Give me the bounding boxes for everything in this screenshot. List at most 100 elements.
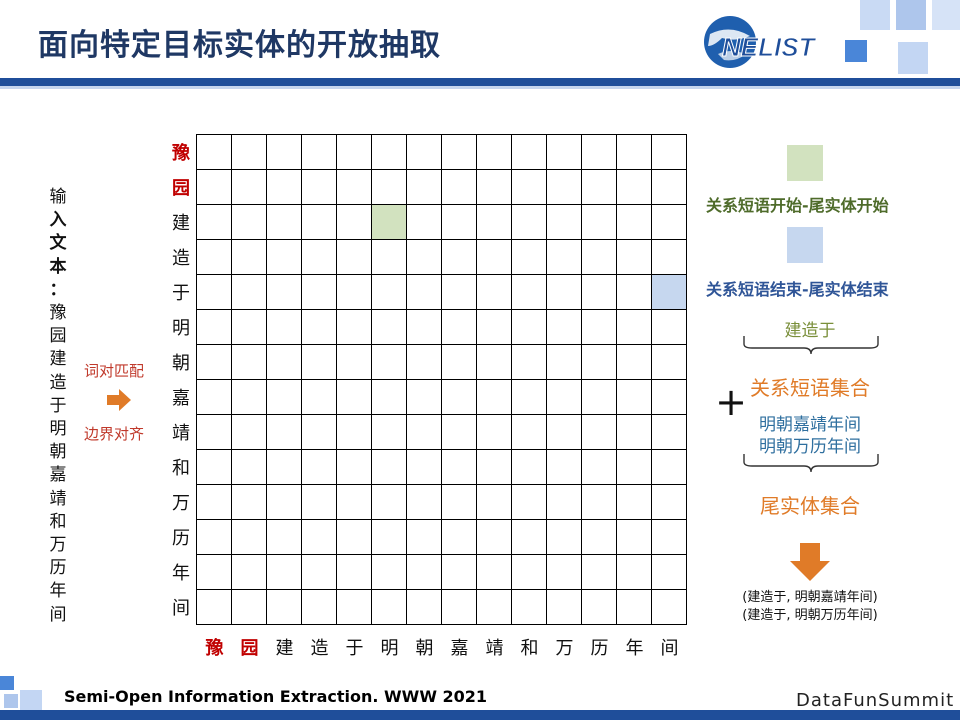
input-text-char: 豫 bbox=[49, 303, 67, 324]
grid-cell bbox=[512, 555, 547, 590]
grid-cell bbox=[477, 240, 512, 275]
grid-cell bbox=[407, 590, 442, 625]
grid-cell bbox=[477, 380, 512, 415]
row-token-label: 园 bbox=[172, 177, 190, 199]
grid-cell bbox=[512, 485, 547, 520]
grid-cell bbox=[617, 345, 652, 380]
grid-cell bbox=[547, 380, 582, 415]
brand-watermark: DataFunSummit bbox=[796, 690, 955, 711]
grid-cell bbox=[582, 345, 617, 380]
grid-cell bbox=[232, 450, 267, 485]
grid-cell bbox=[442, 450, 477, 485]
grid-cell bbox=[197, 135, 232, 170]
col-token-label: 园 bbox=[240, 638, 259, 659]
input-text-char: ： bbox=[49, 279, 67, 300]
decor-square bbox=[20, 690, 42, 710]
input-text-char: 和 bbox=[49, 511, 67, 532]
grid-cell bbox=[407, 345, 442, 380]
grid-cell bbox=[547, 450, 582, 485]
row-token-label: 嘉 bbox=[172, 387, 190, 409]
grid-cell bbox=[442, 240, 477, 275]
grid-cell bbox=[197, 450, 232, 485]
grid-cell bbox=[547, 205, 582, 240]
right-arrow-icon bbox=[107, 389, 131, 411]
grid-cell bbox=[582, 485, 617, 520]
grid-cell bbox=[617, 590, 652, 625]
tail-entity-1: 明朝嘉靖年间 bbox=[759, 415, 861, 435]
decor-square bbox=[4, 694, 18, 708]
input-text-char: 年 bbox=[49, 581, 67, 602]
input-text-char: 输 bbox=[49, 187, 67, 207]
col-token-label: 朝 bbox=[415, 638, 434, 659]
grid-cell bbox=[267, 415, 302, 450]
grid-cell bbox=[232, 520, 267, 555]
col-token-label: 造 bbox=[310, 638, 329, 659]
relation-set-label: 关系短语集合 bbox=[750, 376, 870, 400]
grid-cell bbox=[267, 555, 302, 590]
grid-cell bbox=[547, 170, 582, 205]
grid-cell bbox=[197, 555, 232, 590]
grid-cell bbox=[547, 520, 582, 555]
grid-cell bbox=[617, 485, 652, 520]
grid-cell bbox=[442, 415, 477, 450]
grid-cell bbox=[302, 345, 337, 380]
row-token-label: 建 bbox=[172, 212, 190, 234]
down-arrow-icon bbox=[790, 543, 830, 581]
logo-text: NELIST bbox=[722, 32, 817, 62]
grid-cell bbox=[512, 135, 547, 170]
grid-cell bbox=[232, 485, 267, 520]
grid-cell bbox=[477, 135, 512, 170]
col-token-label: 万 bbox=[555, 638, 574, 659]
legend-end-swatch bbox=[787, 227, 823, 263]
grid-cell bbox=[267, 310, 302, 345]
grid-cell bbox=[512, 450, 547, 485]
grid-cell bbox=[442, 135, 477, 170]
decor-square bbox=[932, 0, 960, 30]
grid-cell bbox=[652, 590, 687, 625]
col-token-label: 靖 bbox=[485, 638, 504, 659]
output-tuple-2: (建造于, 明朝万历年间) bbox=[742, 608, 878, 623]
grid-cell bbox=[372, 170, 407, 205]
grid-cell bbox=[372, 485, 407, 520]
grid-cell bbox=[547, 590, 582, 625]
grid-cell bbox=[617, 205, 652, 240]
decor-square bbox=[898, 42, 928, 74]
grid-cell bbox=[337, 205, 372, 240]
grid-cell bbox=[197, 205, 232, 240]
grid-cell bbox=[512, 415, 547, 450]
grid-cell bbox=[407, 170, 442, 205]
grid-cell bbox=[232, 590, 267, 625]
grid-cell bbox=[267, 450, 302, 485]
grid-cell bbox=[267, 590, 302, 625]
grid-cell bbox=[582, 450, 617, 485]
grid-cell bbox=[407, 485, 442, 520]
grid-cell bbox=[302, 520, 337, 555]
decor-square bbox=[896, 0, 926, 30]
grid-cell bbox=[617, 275, 652, 310]
grid-cell bbox=[547, 345, 582, 380]
grid-cell bbox=[652, 450, 687, 485]
grid-cell bbox=[512, 170, 547, 205]
grid-cell bbox=[442, 485, 477, 520]
grid-cell bbox=[337, 590, 372, 625]
brace-top bbox=[743, 336, 879, 355]
grid-cell bbox=[442, 170, 477, 205]
grid-cell bbox=[232, 415, 267, 450]
grid-cell bbox=[442, 590, 477, 625]
grid-cell bbox=[372, 555, 407, 590]
row-token-label: 历 bbox=[172, 527, 190, 549]
grid-cell bbox=[232, 240, 267, 275]
input-text-char: 万 bbox=[49, 535, 67, 556]
col-token-label: 豫 bbox=[205, 638, 224, 659]
grid-cell bbox=[652, 520, 687, 555]
grid-cell bbox=[582, 590, 617, 625]
grid-cell bbox=[337, 485, 372, 520]
grid-cell bbox=[512, 520, 547, 555]
grid-cell bbox=[407, 275, 442, 310]
col-token-label: 于 bbox=[345, 638, 364, 659]
nelist-logo: NELIST bbox=[704, 16, 817, 68]
grid-cell-highlighted bbox=[652, 275, 687, 310]
header-bar bbox=[0, 78, 960, 86]
grid-cell bbox=[407, 135, 442, 170]
grid-cell bbox=[512, 310, 547, 345]
